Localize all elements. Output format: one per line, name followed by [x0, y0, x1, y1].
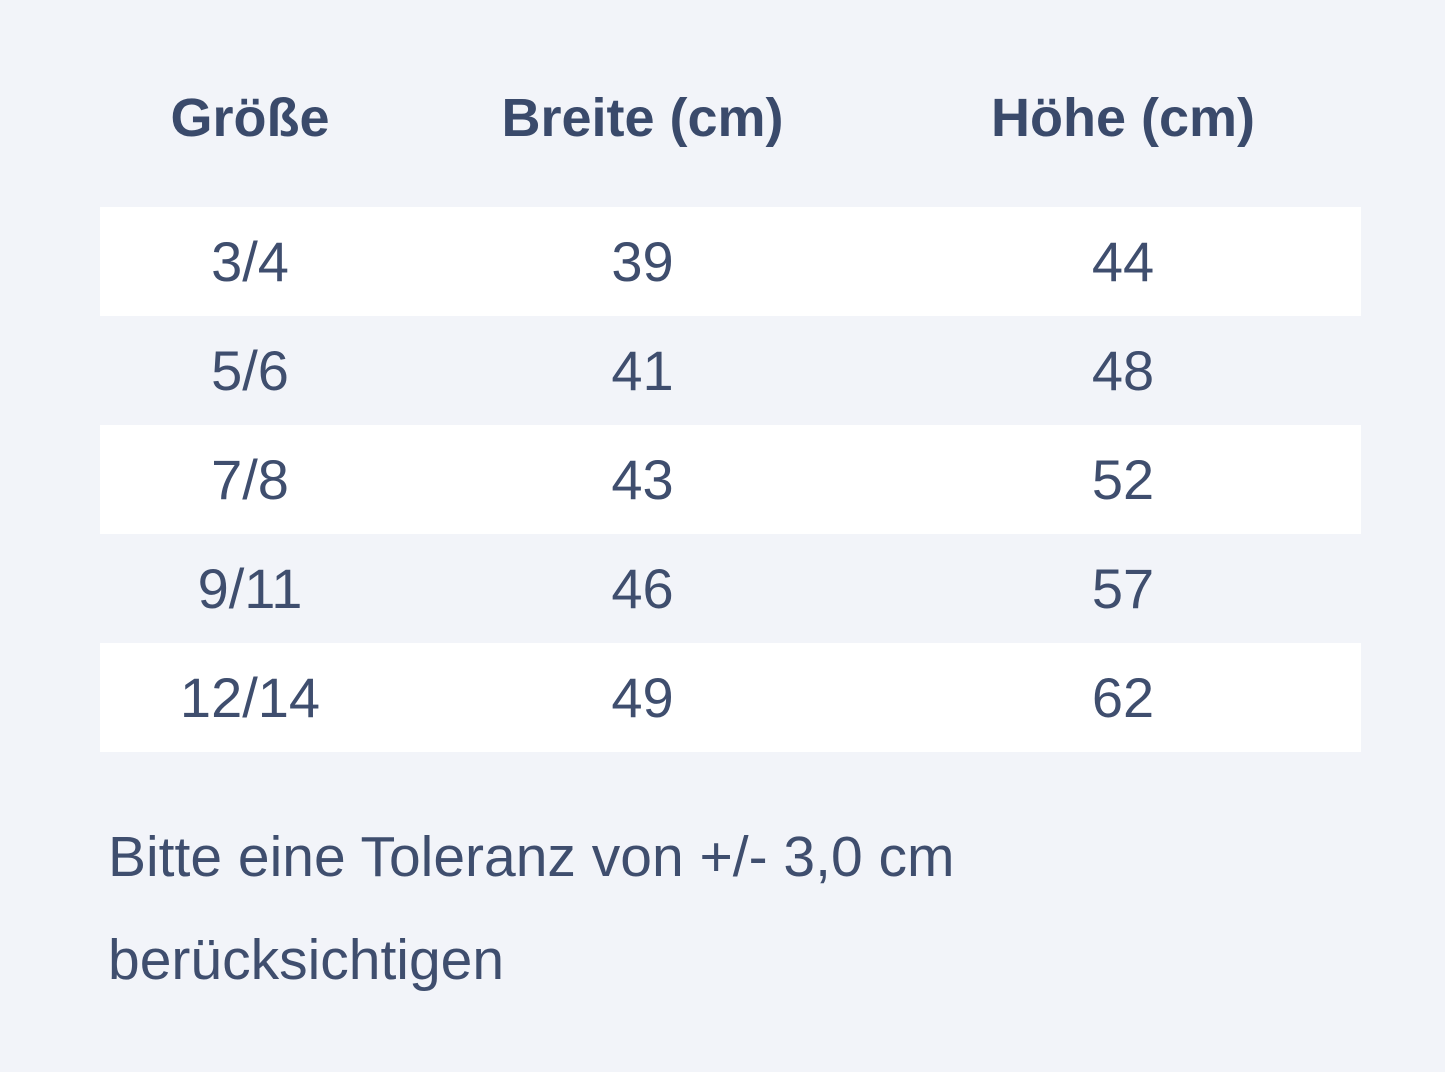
height-cell: 57: [1091, 557, 1155, 620]
size-cell: 3/4: [211, 230, 289, 293]
table-row: 5/6 41 48: [100, 316, 1361, 425]
height-cell: 44: [1091, 230, 1155, 293]
height-cell: 52: [1091, 448, 1155, 511]
width-cell: 39: [611, 230, 674, 293]
height-cell: 62: [1091, 666, 1155, 729]
width-cell: 49: [611, 666, 674, 729]
column-header-size: Größe: [170, 88, 330, 148]
width-cell: 41: [611, 339, 674, 402]
column-header-width: Breite (cm): [501, 88, 784, 148]
tolerance-note: Bitte eine Toleranz von +/- 3,0 cm berüc…: [108, 806, 954, 1012]
table-row: 3/4 39 44: [100, 207, 1361, 316]
height-cell: 48: [1091, 339, 1155, 402]
size-cell: 12/14: [179, 666, 321, 729]
tolerance-note-line2: berücksichtigen: [108, 928, 505, 992]
table-row: 12/14 49 62: [100, 643, 1361, 752]
table-header-row: Größe Breite (cm) Höhe (cm): [100, 85, 1361, 151]
width-cell: 43: [611, 448, 674, 511]
size-cell: 9/11: [197, 557, 303, 620]
size-cell: 7/8: [211, 448, 289, 511]
table-row: 9/11 46 57: [100, 534, 1361, 643]
width-cell: 46: [611, 557, 674, 620]
tolerance-note-line1: Bitte eine Toleranz von +/- 3,0 cm: [108, 825, 955, 889]
size-table: 3/4 39 44 5/6 41 48 7/8 43 52 9/11 46 57…: [100, 207, 1361, 752]
size-cell: 5/6: [211, 339, 289, 402]
table-row: 7/8 43 52: [100, 425, 1361, 534]
column-header-height: Höhe (cm): [990, 88, 1255, 148]
